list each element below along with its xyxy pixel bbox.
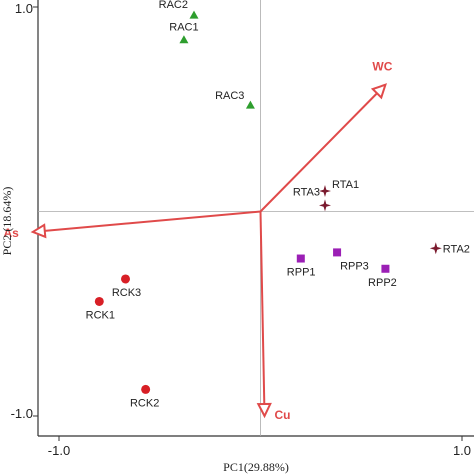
vector-arrowhead-as bbox=[30, 223, 47, 239]
point-label-rck3: RCK3 bbox=[112, 287, 141, 299]
point-rck3 bbox=[120, 274, 130, 284]
point-label-rck1: RCK1 bbox=[86, 309, 115, 321]
vector-line-as bbox=[44, 210, 261, 232]
vector-label-wc: WC bbox=[372, 60, 392, 74]
vector-line-cu bbox=[259, 211, 266, 405]
point-label-rta2: RTA2 bbox=[443, 243, 470, 255]
point-rpp3 bbox=[333, 248, 342, 257]
vector-line-wc bbox=[259, 92, 378, 213]
point-rac3 bbox=[245, 100, 255, 109]
point-rta2 bbox=[429, 242, 442, 255]
point-label-rac2: RAC2 bbox=[159, 0, 188, 11]
y-tick-bottom: -1.0 bbox=[11, 406, 33, 421]
point-rck1 bbox=[94, 296, 104, 306]
point-rpp2 bbox=[381, 264, 390, 273]
point-label-rpp2: RPP2 bbox=[368, 277, 397, 289]
vector-label-cu: Cu bbox=[275, 408, 291, 422]
vector-label-as: As bbox=[3, 226, 19, 240]
point-rpp1 bbox=[296, 254, 305, 263]
vector-arrowhead-wc bbox=[370, 83, 387, 100]
point-rac2 bbox=[189, 10, 199, 19]
x-tick-left: -1.0 bbox=[48, 443, 70, 458]
point-rta3 bbox=[319, 199, 331, 212]
y-axis-title: PC2 (18.64%) bbox=[0, 187, 14, 256]
point-rac1 bbox=[179, 35, 189, 44]
point-label-rac1: RAC1 bbox=[169, 22, 198, 34]
point-rck2 bbox=[141, 384, 151, 394]
point-label-rac3: RAC3 bbox=[215, 90, 244, 102]
y-tick-top: 1.0 bbox=[15, 1, 33, 16]
point-rta1 bbox=[319, 185, 331, 197]
point-label-rta1: RTA1 bbox=[332, 179, 359, 191]
x-tick-right: 1.0 bbox=[453, 443, 471, 458]
point-label-rck2: RCK2 bbox=[130, 397, 159, 409]
x-axis-title: PC1(29.88%) bbox=[223, 460, 289, 474]
point-label-rta3: RTA3 bbox=[293, 186, 320, 198]
vector-arrowhead-cu bbox=[256, 402, 272, 419]
point-label-rpp3: RPP3 bbox=[340, 260, 369, 272]
point-label-rpp1: RPP1 bbox=[287, 267, 316, 279]
